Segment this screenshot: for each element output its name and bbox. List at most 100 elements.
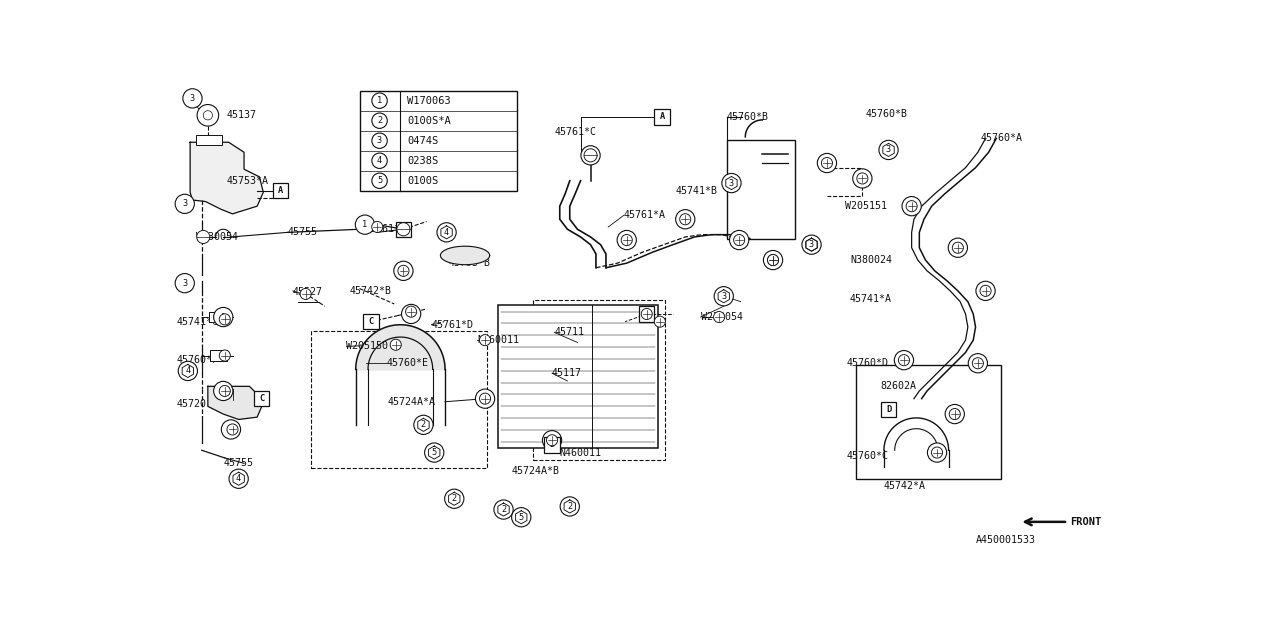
Text: 1: 1 <box>934 448 940 457</box>
Text: 45755: 45755 <box>223 458 253 468</box>
Text: 45720: 45720 <box>177 399 207 409</box>
Text: 1: 1 <box>682 215 687 224</box>
Circle shape <box>973 358 983 369</box>
Circle shape <box>722 173 741 193</box>
Circle shape <box>561 497 580 516</box>
Text: 45760*B: 45760*B <box>865 109 908 119</box>
Text: 45760*C: 45760*C <box>847 451 890 461</box>
Circle shape <box>300 289 311 300</box>
Circle shape <box>621 234 632 246</box>
Text: N460011: N460011 <box>477 335 520 345</box>
Bar <box>654 109 669 125</box>
Text: 2: 2 <box>567 502 572 511</box>
Circle shape <box>680 214 691 225</box>
Text: 1: 1 <box>860 174 865 183</box>
Polygon shape <box>210 350 227 361</box>
Circle shape <box>197 104 219 126</box>
Circle shape <box>183 89 202 108</box>
Text: 45742*B: 45742*B <box>349 286 392 296</box>
Text: 0474S: 0474S <box>407 136 439 146</box>
Circle shape <box>818 154 837 173</box>
Text: 4: 4 <box>236 474 242 483</box>
Text: 45755: 45755 <box>288 227 317 237</box>
Text: W205151: W205151 <box>845 201 887 211</box>
Text: 45761*C: 45761*C <box>554 127 596 137</box>
Circle shape <box>768 255 778 266</box>
Circle shape <box>733 234 745 246</box>
Text: C: C <box>369 317 374 326</box>
Bar <box>360 91 517 191</box>
Circle shape <box>390 339 402 350</box>
Circle shape <box>219 385 230 397</box>
Text: A450001533: A450001533 <box>975 535 1036 545</box>
Bar <box>396 221 411 237</box>
Text: 1: 1 <box>909 202 914 211</box>
Text: 45760*E: 45760*E <box>387 358 429 368</box>
Text: 45527: 45527 <box>293 287 323 298</box>
Polygon shape <box>417 419 429 431</box>
Circle shape <box>398 266 410 276</box>
Polygon shape <box>182 364 193 378</box>
Bar <box>856 365 1001 479</box>
Text: D: D <box>549 440 554 449</box>
Circle shape <box>197 230 210 243</box>
Circle shape <box>895 351 914 370</box>
Text: C: C <box>259 394 265 403</box>
Circle shape <box>219 314 230 325</box>
Circle shape <box>641 308 653 319</box>
Circle shape <box>178 362 197 381</box>
Text: 1: 1 <box>983 286 988 295</box>
Text: 2: 2 <box>421 420 426 429</box>
Polygon shape <box>726 177 737 189</box>
Circle shape <box>547 435 558 446</box>
Circle shape <box>480 335 490 346</box>
Bar <box>311 331 486 468</box>
Circle shape <box>932 447 942 458</box>
Circle shape <box>372 113 388 129</box>
Circle shape <box>219 350 230 361</box>
Circle shape <box>425 443 444 462</box>
Circle shape <box>581 146 600 165</box>
Circle shape <box>584 148 596 162</box>
Text: 2: 2 <box>376 116 383 125</box>
Text: B: B <box>644 310 649 319</box>
Text: 1: 1 <box>483 394 488 403</box>
Text: D: D <box>886 405 891 414</box>
Text: 45760*A: 45760*A <box>980 133 1023 143</box>
Text: 45742*A: 45742*A <box>883 481 925 492</box>
Circle shape <box>413 415 433 435</box>
Text: 82602A: 82602A <box>881 381 916 391</box>
Text: 2: 2 <box>500 505 506 514</box>
Circle shape <box>204 111 212 120</box>
Text: 45741*B: 45741*B <box>676 186 717 196</box>
Bar <box>273 183 288 198</box>
Text: 45741*A: 45741*A <box>850 294 892 303</box>
Text: 3: 3 <box>376 136 383 145</box>
Text: 3: 3 <box>721 292 726 301</box>
Text: 1: 1 <box>549 436 554 445</box>
Text: 3: 3 <box>886 145 891 154</box>
Text: N460011: N460011 <box>559 447 602 458</box>
Circle shape <box>494 500 513 519</box>
Polygon shape <box>207 387 262 419</box>
Text: 1: 1 <box>955 243 960 252</box>
Circle shape <box>221 420 241 439</box>
Polygon shape <box>233 472 244 485</box>
Text: 1: 1 <box>588 151 593 160</box>
Bar <box>544 437 559 452</box>
Text: 45753*A: 45753*A <box>227 176 269 186</box>
Polygon shape <box>191 142 264 214</box>
Text: 2: 2 <box>452 494 457 503</box>
Circle shape <box>394 261 413 280</box>
Text: 3: 3 <box>182 278 187 287</box>
Text: N380024: N380024 <box>850 255 892 265</box>
Circle shape <box>654 316 666 327</box>
Bar <box>498 305 658 448</box>
Text: 45724A*A: 45724A*A <box>388 397 436 407</box>
Circle shape <box>175 194 195 214</box>
Text: 45761*D: 45761*D <box>431 320 474 330</box>
Circle shape <box>214 307 233 326</box>
Circle shape <box>227 424 238 435</box>
Circle shape <box>945 404 964 424</box>
Polygon shape <box>883 143 895 157</box>
